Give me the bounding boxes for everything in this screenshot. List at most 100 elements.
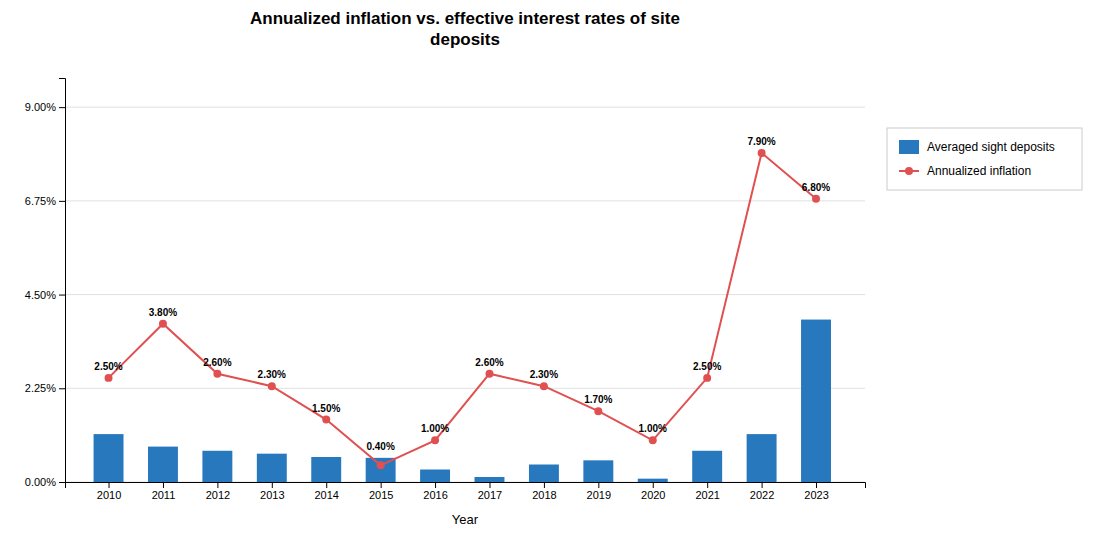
marker xyxy=(486,370,494,378)
x-tick: 2010 xyxy=(97,482,121,501)
grid-line xyxy=(65,294,865,295)
x-tick: 2021 xyxy=(695,482,719,501)
data-label: 2.60% xyxy=(475,357,503,368)
x-tick-mark xyxy=(816,482,817,488)
legend-swatch xyxy=(899,140,919,154)
x-tick-mark xyxy=(163,482,164,488)
y-tick: 0.00% xyxy=(25,476,65,488)
x-tick: 2018 xyxy=(532,482,556,501)
data-label: 2.60% xyxy=(203,357,231,368)
data-label: 7.90% xyxy=(747,136,775,147)
x-tick-label: 2012 xyxy=(206,489,230,501)
x-tick-label: 2023 xyxy=(804,489,828,501)
x-tick: 2019 xyxy=(587,482,611,501)
y-tick: 2.25% xyxy=(25,382,65,394)
bar xyxy=(202,451,232,482)
x-tick-label: 2021 xyxy=(695,489,719,501)
x-tick-mark xyxy=(707,482,708,488)
legend: Averaged sight deposits Annualized inflat… xyxy=(887,128,1082,190)
data-label: 1.00% xyxy=(639,423,667,434)
x-tick: 2012 xyxy=(206,482,230,501)
bar xyxy=(311,457,341,482)
line xyxy=(109,153,816,465)
x-tick: 2020 xyxy=(641,482,665,501)
marker xyxy=(105,374,113,382)
data-label: 1.50% xyxy=(312,403,340,414)
x-tick: 2014 xyxy=(314,482,338,501)
x-tick-label: 2019 xyxy=(587,489,611,501)
plot-marks xyxy=(94,149,831,482)
y-tick: 6.75% xyxy=(25,195,65,207)
grid-line xyxy=(65,388,865,389)
grid-line xyxy=(65,200,865,201)
y-tick-mark xyxy=(59,295,65,296)
x-tick-label: 2010 xyxy=(97,489,121,501)
bar-series xyxy=(94,320,831,482)
data-label: 3.80% xyxy=(149,307,177,318)
x-tick: 2016 xyxy=(423,482,447,501)
x-tick-mark xyxy=(653,482,654,488)
data-label: 2.30% xyxy=(530,369,558,380)
x-tick-mark xyxy=(217,482,218,488)
bar xyxy=(420,470,450,482)
grid-line xyxy=(65,107,865,108)
x-tick-label: 2020 xyxy=(641,489,665,501)
x-tick-label: 2017 xyxy=(478,489,502,501)
data-label: 1.00% xyxy=(421,423,449,434)
bar xyxy=(257,454,287,482)
x-tick-mark xyxy=(326,482,327,488)
chart: 2010 2011 2012 2013 2014 2015 2016 2017 2018 2019… xyxy=(0,0,1100,540)
x-tick-mark xyxy=(544,482,545,488)
bar xyxy=(692,451,722,482)
marker xyxy=(268,382,276,390)
y-tick: 9.00% xyxy=(25,101,65,113)
marker xyxy=(377,461,385,469)
bar xyxy=(638,479,668,482)
marker xyxy=(159,320,167,328)
x-tick: 2011 xyxy=(152,482,176,501)
y-tick-label: 2.25% xyxy=(25,382,56,394)
y-tick: 4.50% xyxy=(25,289,65,301)
title: Annualized inflation vs. effective inter… xyxy=(250,9,680,49)
x-tick-label: 2014 xyxy=(314,489,338,501)
bar xyxy=(529,465,559,482)
bar xyxy=(94,434,124,482)
legend-item: Annualized inflation xyxy=(899,164,1031,178)
legend-label: Averaged sight deposits xyxy=(927,140,1055,154)
x-tick-mark xyxy=(762,482,763,488)
x-tick-label: 2011 xyxy=(152,489,176,501)
bar xyxy=(148,447,178,482)
data-label: 0.40% xyxy=(366,441,394,452)
x-axis-line xyxy=(66,483,866,489)
marker xyxy=(431,436,439,444)
marker xyxy=(703,374,711,382)
grid xyxy=(65,107,865,482)
x-tick-mark xyxy=(381,482,382,488)
data-label: 2.30% xyxy=(258,369,286,380)
markers xyxy=(105,149,820,469)
marker xyxy=(812,195,820,203)
y-axis: 0.00% 2.25% 4.50% 6.75% 9.00% xyxy=(25,79,66,489)
x-tick-mark xyxy=(489,482,490,488)
marker xyxy=(540,382,548,390)
bar xyxy=(583,460,613,482)
x-axis: 2010 2011 2012 2013 2014 2015 2016 2017 2018 2019… xyxy=(66,482,866,501)
data-label: 2.50% xyxy=(693,361,721,372)
marker xyxy=(213,370,221,378)
y-tick-mark xyxy=(59,201,65,202)
bar xyxy=(475,477,505,482)
x-tick: 2015 xyxy=(369,482,393,501)
legend-item: Averaged sight deposits xyxy=(899,140,1055,154)
legend-marker xyxy=(905,167,913,175)
y-axis-line xyxy=(59,79,66,483)
y-tick-label: 4.50% xyxy=(25,289,56,301)
y-tick-mark xyxy=(59,388,65,389)
x-tick-mark xyxy=(272,482,273,488)
y-tick-label: 0.00% xyxy=(25,476,56,488)
marker xyxy=(758,149,766,157)
x-tick-label: 2013 xyxy=(260,489,284,501)
y-tick-label: 9.00% xyxy=(25,101,56,113)
data-label: 2.50% xyxy=(94,361,122,372)
legend-frame xyxy=(887,128,1082,190)
legend-label: Annualized inflation xyxy=(927,164,1031,178)
